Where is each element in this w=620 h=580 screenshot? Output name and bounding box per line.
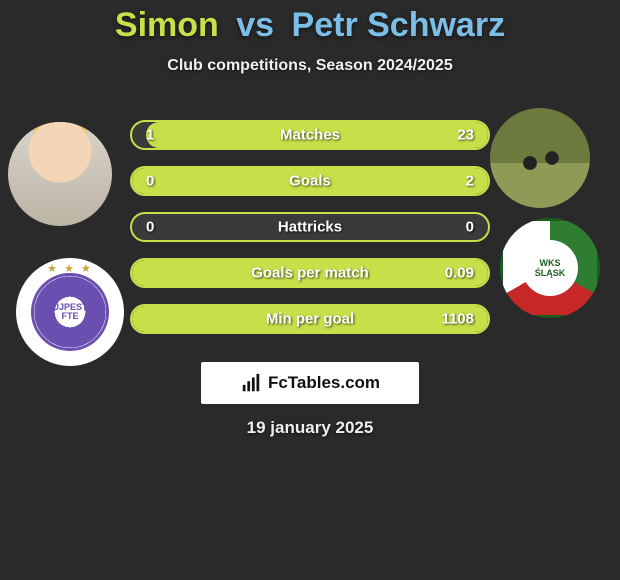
stat-row: 0 Goals 2 [130, 166, 490, 196]
stat-row: 1 Matches 23 [130, 120, 490, 150]
stat-left-value: 0 [146, 219, 154, 236]
player1-club-crest: ★ ★ ★ UJPEST FTE [16, 258, 124, 366]
snapshot-date: 19 january 2025 [247, 418, 374, 438]
subtitle: Club competitions, Season 2024/2025 [0, 57, 620, 75]
stat-right-value: 2 [466, 173, 474, 190]
brand-text: FcTables.com [268, 373, 380, 393]
stats-panel: 1 Matches 23 0 Goals 2 0 Hattricks 0 Goals per ma… [130, 120, 490, 350]
stat-label: Min per goal [266, 311, 354, 328]
stat-left-value: 1 [146, 127, 154, 144]
stat-row: Goals per match 0.09 [130, 258, 490, 288]
player2-club-crest: WKS ŚLĄSK [500, 218, 600, 318]
stat-left-value: 0 [146, 173, 154, 190]
stat-row: Min per goal 1108 [130, 304, 490, 334]
vs-separator: vs [236, 6, 274, 44]
stat-row: 0 Hattricks 0 [130, 212, 490, 242]
player1-avatar [8, 122, 112, 226]
bar-chart-icon [240, 372, 262, 394]
stat-right-value: 23 [457, 127, 474, 144]
stat-label: Goals [289, 173, 331, 190]
brand-badge: FcTables.com [201, 362, 419, 404]
crest-stars-icon: ★ ★ ★ [47, 262, 93, 275]
stat-right-value: 0 [466, 219, 474, 236]
stat-right-value: 1108 [441, 311, 474, 328]
stat-right-value: 0.09 [445, 265, 474, 282]
crest2-text: WKS ŚLĄSK [527, 258, 574, 278]
comparison-title: Simon vs Petr Schwarz [0, 0, 620, 45]
stat-label: Goals per match [251, 265, 369, 282]
stat-label: Hattricks [278, 219, 342, 236]
crest1-text: UJPEST FTE [43, 303, 97, 321]
player2-name: Petr Schwarz [292, 6, 506, 44]
stat-label: Matches [280, 127, 340, 144]
player2-avatar [490, 108, 590, 208]
player1-name: Simon [115, 6, 219, 44]
